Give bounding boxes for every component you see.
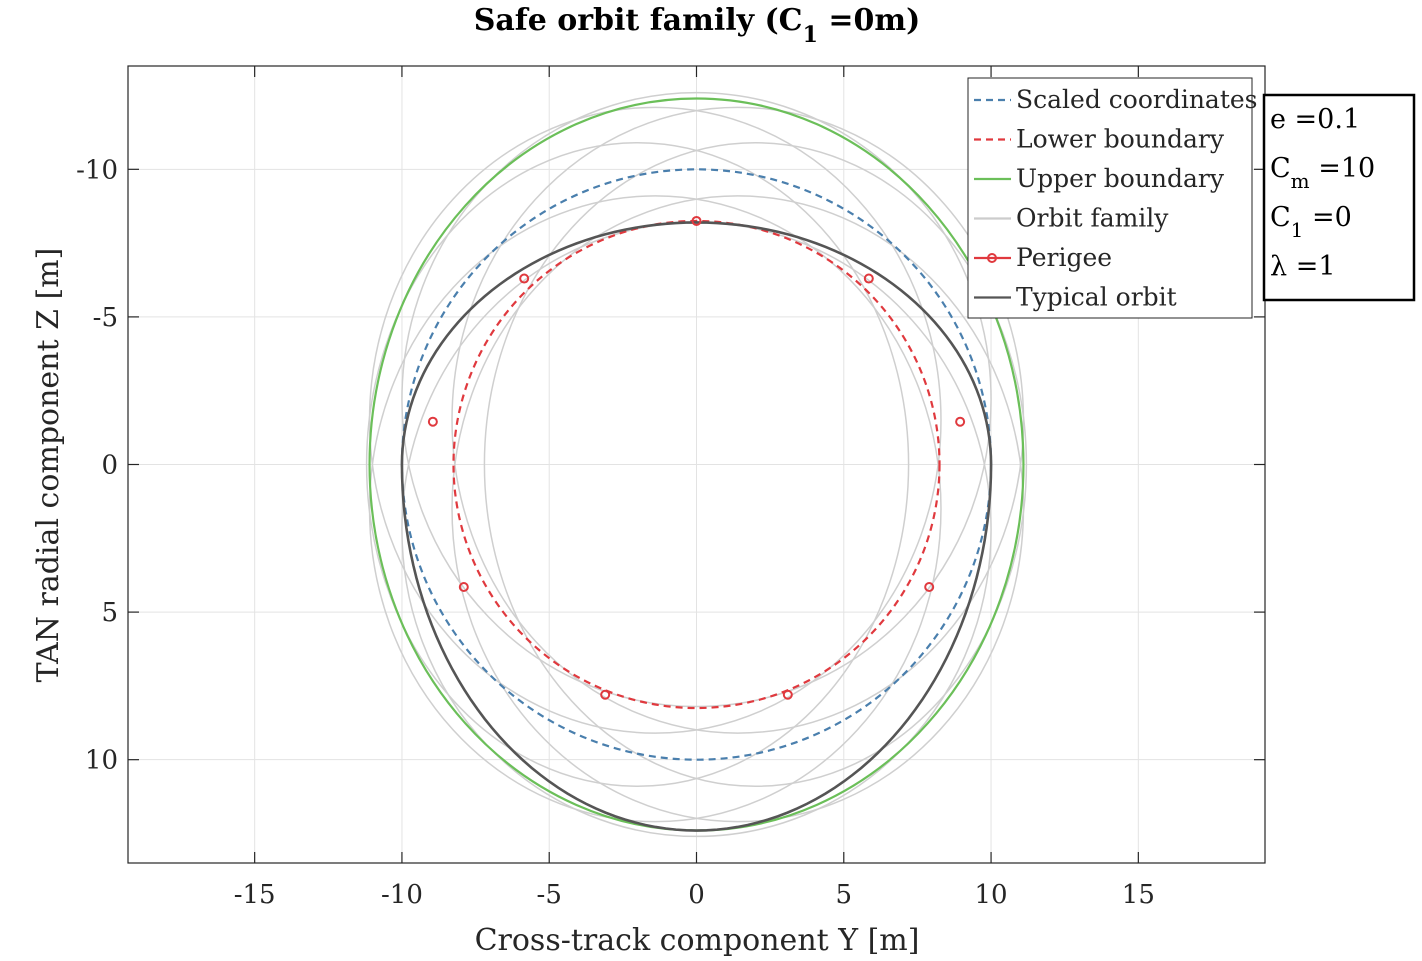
perigee-marker [782, 689, 793, 700]
annotation-line: C1 =0 [1270, 202, 1352, 242]
chart-title: Safe orbit family (C1 =0m) [474, 3, 921, 48]
legend-label: Scaled coordinates [1016, 85, 1258, 114]
legend-label: Upper boundary [1016, 164, 1225, 193]
typical-orbit-curve [400, 221, 993, 832]
x-tick-label: 5 [836, 880, 853, 910]
legend-label: Lower boundary [1016, 125, 1225, 154]
boundary-curves [368, 97, 1025, 832]
y-tick-label: 5 [101, 598, 118, 628]
legend-label: Perigee [1016, 243, 1112, 272]
orbit-family-curve [365, 141, 910, 788]
orbit-family-curve [368, 195, 942, 823]
legend-label: Orbit family [1016, 204, 1169, 233]
x-tick-label: 10 [975, 880, 1008, 910]
x-axis-label: Cross-track component Y [m] [475, 923, 920, 958]
y-tick-label: 10 [85, 746, 118, 776]
axis-ticks [128, 66, 1265, 863]
x-tick-label: -10 [381, 880, 423, 910]
perigee-marker [691, 215, 702, 226]
y-tick-labels: -10 -5 0 5 10 [76, 155, 118, 775]
orbit-family-curve [401, 91, 992, 708]
perigee-marker [427, 416, 438, 427]
parameter-annotation: e =0.1 Cm =10 C1 =0 λ =1 [1262, 93, 1416, 302]
annotation-line: λ =1 [1270, 251, 1336, 282]
legend-marker [987, 253, 997, 263]
perigee-marker [458, 582, 469, 593]
y-tick-label: -10 [76, 155, 118, 185]
y-tick-label: 0 [101, 451, 118, 481]
legend-label: Typical orbit [1016, 283, 1177, 312]
x-tick-label: 0 [688, 880, 705, 910]
annotation-line: Cm =10 [1270, 153, 1375, 193]
perigee-marker [863, 273, 874, 284]
x-tick-label: -15 [234, 880, 276, 910]
perigee-marker [600, 689, 611, 700]
y-axis-label: TAN radial component Z [m] [31, 248, 66, 683]
y-tick-label: -5 [93, 303, 118, 333]
perigee-marker [955, 416, 966, 427]
x-tick-label: -5 [537, 880, 562, 910]
lower-boundary-curve [452, 219, 941, 710]
perigee-marker [924, 582, 935, 593]
perigee-marker [519, 273, 530, 284]
x-tick-labels: -15 -10 -5 0 5 10 15 [234, 880, 1155, 910]
x-tick-label: 15 [1122, 880, 1155, 910]
orbit-family-curve [451, 106, 1025, 734]
legend: Scaled coordinates Lower boundary Upper bo… [967, 77, 1258, 319]
perigee-markers [427, 215, 966, 700]
annotation-line: e =0.1 [1270, 104, 1360, 135]
orbit-family-curve [483, 141, 1028, 788]
